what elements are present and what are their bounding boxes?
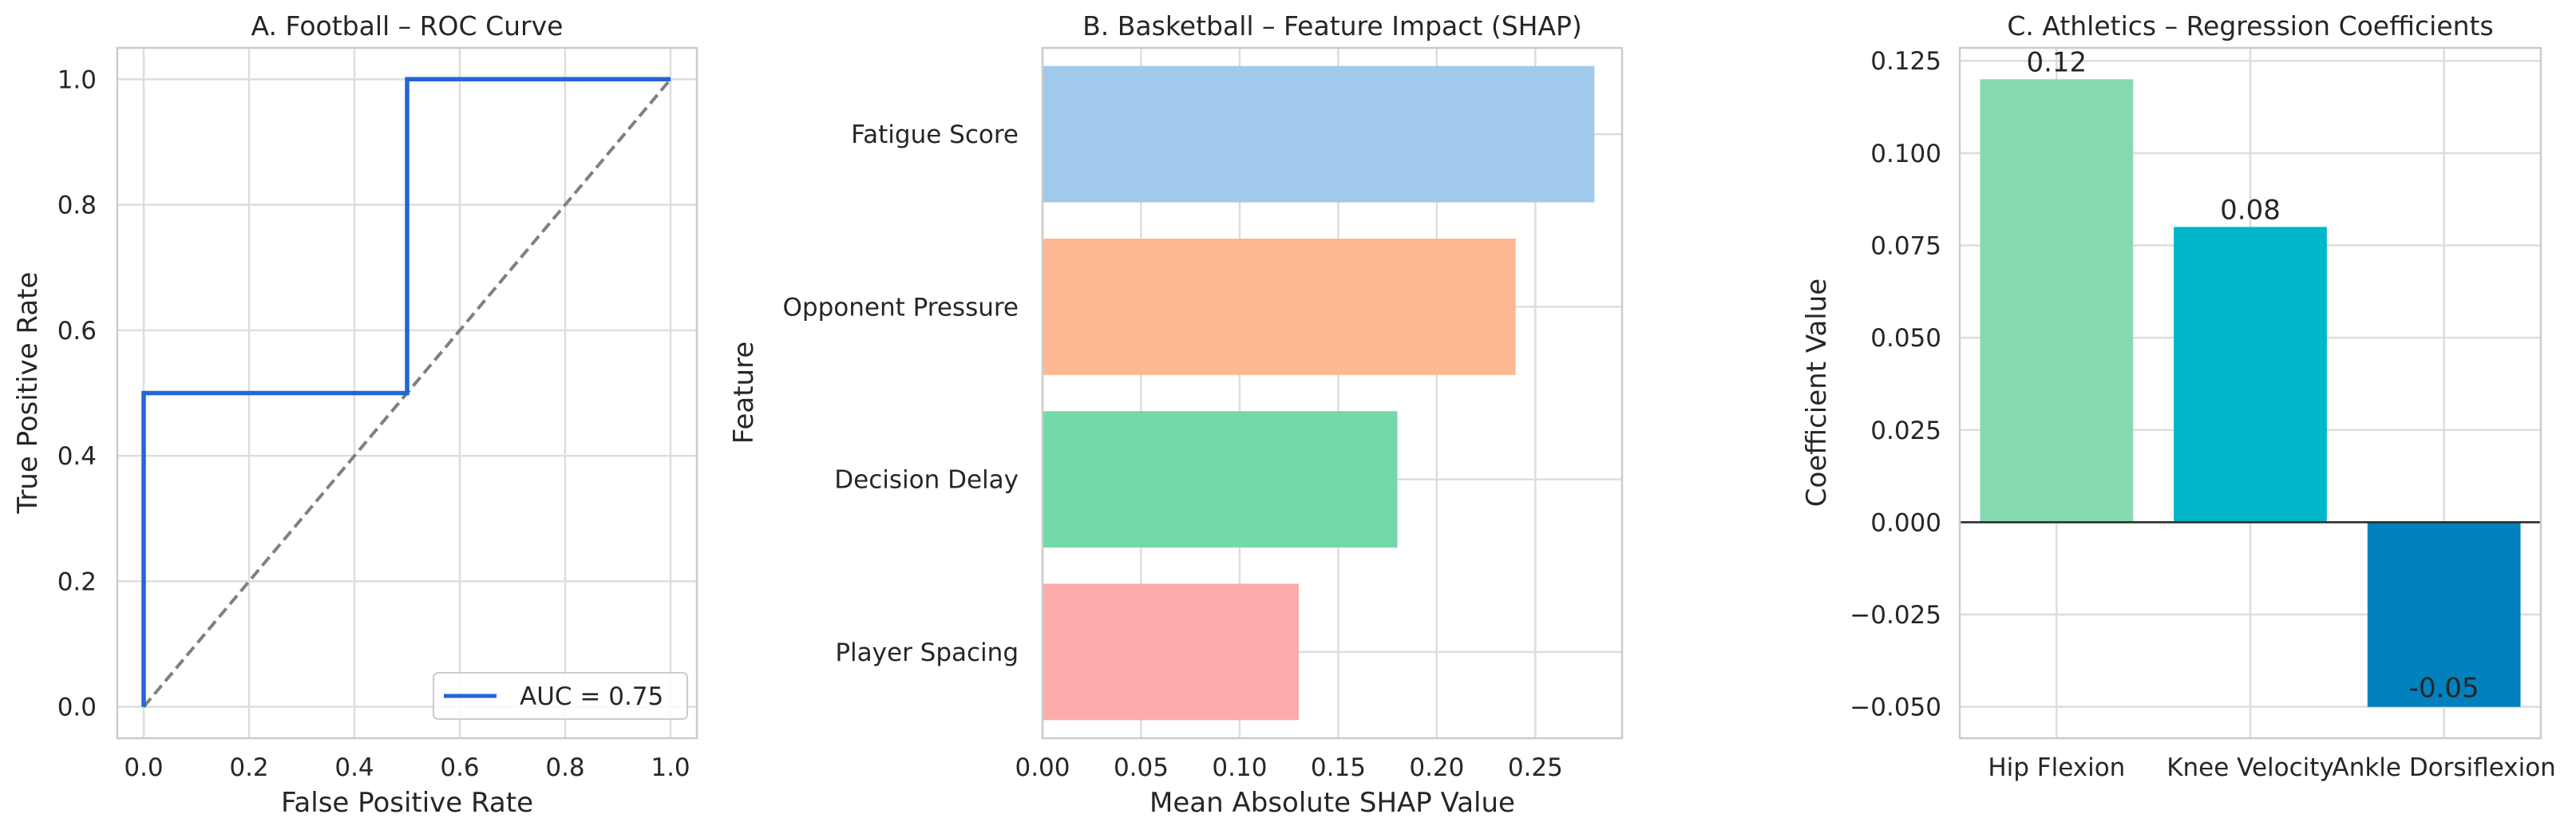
shap-y-axis-label: Feature [728, 342, 760, 444]
roc-y-axis-label: True Positive Rate [12, 272, 44, 515]
shap-category-label: Decision Delay [834, 466, 1019, 495]
coefficients-chart-panel: −0.050 −0.025 0.000 0.025 0.050 0.075 0.100 0.1… [1801, 10, 2556, 782]
shap-chart-panel: 0.00 0.05 0.10 0.15 0.20 0.25 Fatigue Score Opp… [728, 10, 1624, 819]
roc-y-tick-label: 0.6 [57, 317, 97, 346]
shap-category-label: Fatigue Score [851, 121, 1019, 149]
roc-legend-label: AUC = 0.75 [520, 682, 663, 711]
coefficients-chart-title: C. Athletics – Regression Coefficients [2007, 10, 2493, 42]
shap-chart-title: B. Basketball – Feature Impact (SHAP) [1082, 10, 1582, 42]
shap-x-tick-label: 0.20 [1409, 753, 1464, 782]
coefficients-category-label: Ankle Dorsiflexion [2333, 753, 2556, 782]
roc-legend: AUC = 0.75 [433, 672, 688, 720]
roc-x-tick-label: 1.0 [651, 753, 690, 782]
roc-y-tick-label: 0.0 [57, 694, 97, 722]
coefficient-bar [1980, 79, 2134, 523]
roc-x-tick-label: 0.6 [440, 753, 479, 782]
coefficients-value-labels: 0.12 0.08 -0.05 [2026, 46, 2479, 704]
roc-y-tick-label: 0.8 [57, 192, 97, 220]
roc-ticks: 0.0 0.2 0.4 0.6 0.8 1.0 0.0 0.2 0.4 0.6 0.8 1.0 [57, 65, 690, 782]
shap-bar [1043, 65, 1595, 203]
coefficients-category-label: Knee Velocity [2166, 753, 2334, 782]
roc-x-tick-label: 0.0 [124, 753, 163, 782]
roc-legend-box [433, 672, 688, 720]
roc-plot-frame [116, 46, 698, 740]
shap-category-label: Player Spacing [835, 638, 1019, 667]
shap-x-tick-label: 0.10 [1212, 753, 1267, 782]
coefficient-value-label: -0.05 [2409, 673, 2479, 705]
coefficients-category-label: Hip Flexion [1988, 753, 2125, 782]
shap-x-axis-label: Mean Absolute SHAP Value [1150, 787, 1515, 819]
roc-lines [141, 77, 672, 708]
coefficients-y-tick-label: −0.025 [1850, 601, 1941, 630]
coefficients-y-tick-label: −0.050 [1850, 694, 1941, 722]
shap-ticks: 0.00 0.05 0.10 0.15 0.20 0.25 Fatigue Score Opp… [783, 121, 1563, 782]
shap-x-tick-label: 0.00 [1015, 753, 1070, 782]
roc-y-tick-label: 0.2 [57, 567, 97, 596]
coefficients-y-tick-label: 0.050 [1870, 324, 1941, 353]
coefficient-bar [2367, 522, 2521, 707]
roc-y-tick-label: 0.4 [57, 442, 97, 471]
shap-bar [1043, 583, 1300, 721]
coefficient-value-label: 0.08 [2220, 194, 2281, 226]
coefficients-ticks: −0.050 −0.025 0.000 0.025 0.050 0.075 0.100 0.1… [1850, 47, 2556, 782]
roc-curve-line [141, 77, 671, 707]
shap-bar [1043, 411, 1398, 548]
coefficients-y-tick-label: 0.000 [1870, 508, 1941, 537]
shap-bars [1043, 65, 1595, 721]
roc-x-tick-label: 0.4 [334, 753, 374, 782]
shap-plot-frame [1041, 46, 1624, 740]
coefficients-y-tick-label: 0.125 [1870, 47, 1941, 76]
coefficients-y-tick-label: 0.100 [1870, 140, 1941, 168]
coefficients-y-tick-label: 0.025 [1870, 417, 1941, 445]
shap-x-tick-label: 0.15 [1311, 753, 1366, 782]
coefficient-value-label: 0.12 [2026, 46, 2087, 78]
shap-x-tick-label: 0.25 [1508, 753, 1563, 782]
roc-chart-panel: 0.0 0.2 0.4 0.6 0.8 1.0 0.0 0.2 0.4 0.6 0.8 1.0 A. … [12, 10, 698, 819]
coefficients-y-tick-label: 0.075 [1870, 231, 1941, 260]
roc-x-axis-label: False Positive Rate [281, 787, 533, 819]
shap-bar [1043, 238, 1516, 375]
roc-x-tick-label: 0.2 [229, 753, 268, 782]
roc-x-tick-label: 0.8 [545, 753, 584, 782]
coefficient-bar [2174, 227, 2327, 523]
shap-category-label: Opponent Pressure [783, 293, 1019, 322]
coefficients-plot-frame [1958, 46, 2542, 740]
shap-x-tick-label: 0.05 [1114, 753, 1169, 782]
coefficients-bars [1980, 79, 2521, 707]
roc-chart-title: A. Football – ROC Curve [251, 10, 564, 42]
roc-y-tick-label: 1.0 [57, 65, 97, 94]
coefficients-y-axis-label: Coefficient Value [1801, 279, 1833, 507]
